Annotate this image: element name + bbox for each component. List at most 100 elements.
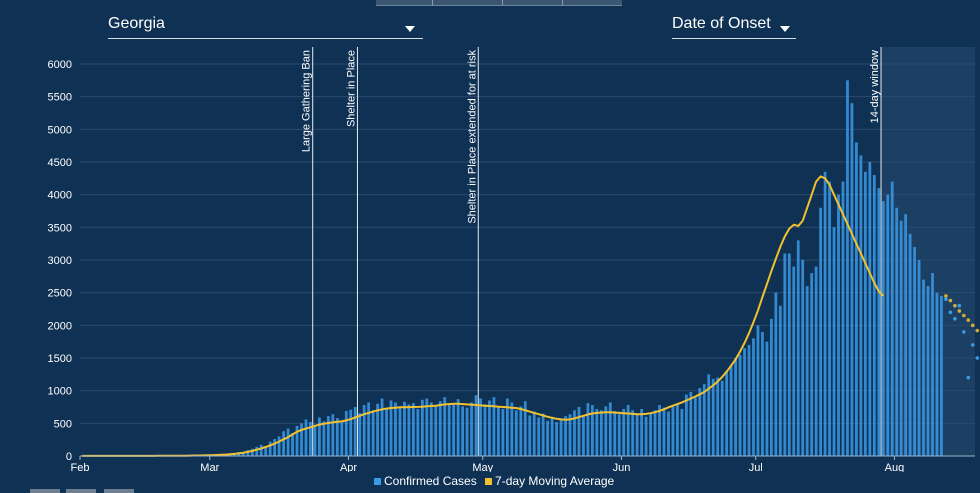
state-select-value: Georgia	[108, 15, 165, 32]
y-tick-label: 1500	[48, 353, 72, 365]
bar-confirmed	[725, 371, 729, 456]
bar-confirmed	[492, 397, 496, 456]
bar-confirmed	[353, 407, 357, 456]
date-type-select[interactable]: Date of Onset	[672, 10, 796, 39]
dot-confirmed-window	[948, 310, 953, 315]
bar-confirmed	[595, 408, 599, 456]
bar-confirmed	[738, 354, 742, 456]
bar-confirmed	[358, 412, 362, 456]
bar-confirmed	[770, 318, 773, 456]
bar-confirmed	[546, 420, 550, 456]
bar-confirmed	[649, 412, 652, 456]
bar-confirmed	[371, 410, 375, 456]
bar-confirmed	[783, 253, 787, 456]
bar-confirmed	[452, 403, 456, 456]
chevron-down-icon	[780, 26, 790, 32]
y-tick-label: 2500	[48, 288, 72, 300]
bar-confirmed	[671, 406, 675, 456]
event-label: 14-day window	[869, 50, 881, 123]
bar-confirmed	[877, 188, 881, 456]
bar-confirmed	[322, 421, 326, 456]
bar-confirmed	[291, 433, 294, 456]
dot-average-window	[966, 318, 971, 322]
bottom-tab[interactable]	[30, 489, 60, 493]
bar-confirmed	[394, 402, 397, 456]
bar-confirmed	[841, 181, 845, 456]
bar-confirmed	[863, 171, 867, 457]
bottom-tab[interactable]	[104, 489, 134, 493]
bar-confirmed	[259, 444, 263, 456]
bar-confirmed	[380, 398, 384, 456]
bar-confirmed	[497, 406, 500, 456]
bar-confirmed	[658, 405, 661, 456]
legend-item-confirmed[interactable]: Confirmed Cases	[374, 474, 477, 488]
bar-confirmed	[282, 431, 285, 456]
toggle-divider	[502, 0, 503, 5]
event-markers: Large Gathering Ban Shelter in Place Shelt…	[301, 47, 882, 456]
x-tick-label: Apr	[340, 462, 357, 472]
bar-confirmed	[309, 422, 312, 456]
bar-confirmed	[340, 422, 344, 456]
bottom-tab[interactable]	[66, 489, 96, 493]
bar-confirmed	[537, 417, 541, 456]
y-tick-label: 5000	[48, 124, 72, 136]
top-view-toggle-strip[interactable]	[376, 0, 622, 6]
bar-confirmed	[246, 450, 250, 456]
bar-confirmed	[429, 402, 433, 456]
bar-confirmed	[684, 394, 688, 456]
bar-confirmed	[398, 406, 402, 456]
bar-confirmed	[837, 194, 840, 456]
dot-average-window	[944, 294, 948, 298]
bar-confirmed	[501, 408, 505, 456]
bar-confirmed	[268, 441, 272, 456]
bar-confirmed	[917, 260, 921, 456]
date-type-select-value: Date of Onset	[672, 15, 771, 32]
bar-confirmed	[295, 425, 299, 456]
event-label: Large Gathering Ban	[301, 50, 313, 152]
bar-confirmed	[707, 374, 711, 456]
bar-confirmed	[461, 406, 464, 456]
bar-confirmed	[886, 194, 890, 456]
bar-confirmed	[676, 403, 679, 456]
bar-confirmed	[255, 446, 259, 456]
state-select[interactable]: Georgia	[108, 10, 423, 39]
bar-confirmed	[434, 405, 438, 456]
y-tick-label: 1000	[48, 386, 72, 398]
dot-average-window	[957, 309, 962, 313]
chart-legend: Confirmed Cases 7-day Moving Average	[374, 474, 619, 488]
bar-confirmed	[617, 414, 621, 456]
bar-confirmed	[765, 341, 769, 456]
dot-confirmed-window	[944, 297, 948, 302]
dot-confirmed-window	[966, 375, 971, 380]
bar-confirmed	[613, 410, 617, 456]
dot-average-window	[953, 303, 957, 308]
bar-confirmed	[286, 428, 290, 456]
bar-confirmed	[935, 292, 939, 456]
bar-confirmed	[586, 403, 590, 456]
bar-confirmed	[599, 410, 603, 456]
bar-confirmed	[667, 411, 670, 456]
y-tick-label: 0	[66, 451, 72, 463]
bar-confirmed	[532, 411, 536, 456]
bar-confirmed	[349, 409, 353, 456]
bar-confirmed	[318, 417, 321, 456]
legend-item-average[interactable]: 7-day Moving Average	[485, 474, 614, 488]
bar-confirmed	[304, 419, 308, 456]
bar-confirmed	[855, 142, 858, 456]
x-tick-label: Jun	[613, 462, 631, 472]
bar-confirmed	[662, 407, 666, 456]
dot-average-window	[962, 313, 966, 318]
bars-confirmed-cases	[80, 80, 943, 457]
bar-confirmed	[277, 436, 281, 456]
event-label: Shelter in Place	[345, 50, 357, 127]
bar-confirmed	[389, 400, 393, 456]
bar-confirmed	[778, 305, 782, 456]
x-tick-label: Aug	[885, 462, 905, 472]
bar-confirmed	[425, 398, 429, 456]
bar-confirmed	[604, 406, 608, 456]
bar-confirmed	[931, 273, 934, 456]
bar-confirmed	[416, 408, 420, 456]
legend-swatch-confirmed	[374, 478, 381, 486]
bar-confirmed	[832, 227, 836, 456]
bar-confirmed	[519, 406, 523, 456]
